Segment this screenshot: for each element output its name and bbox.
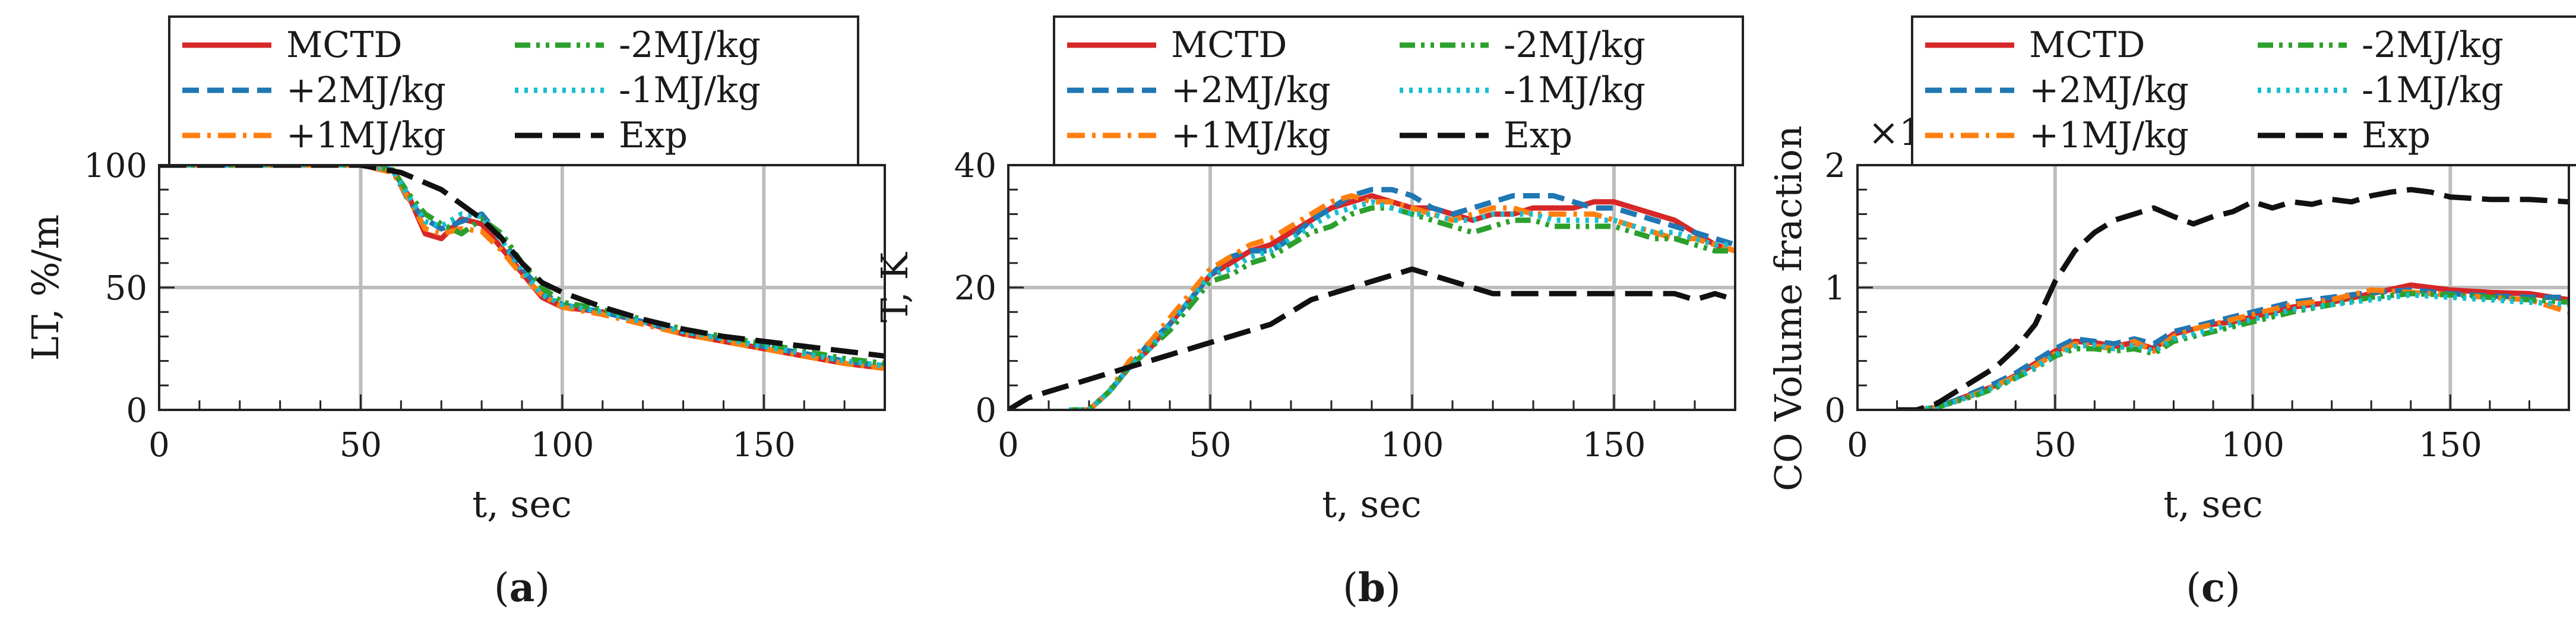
y-tick-label: 2 xyxy=(1824,147,1846,185)
legend-box xyxy=(1053,15,1744,166)
legend-label: +1MJ/kg xyxy=(1171,115,1331,156)
series-line-1mjkg xyxy=(1069,193,1735,410)
x-axis-label: t, sec xyxy=(472,482,572,526)
legend-label: -1MJ/kg xyxy=(619,70,761,111)
legend-label: +2MJ/kg xyxy=(2029,70,2189,111)
series-line-1mjkg xyxy=(1897,287,2569,410)
legend-label: MCTD xyxy=(2029,24,2145,66)
series-line-2mjkg xyxy=(1897,287,2569,410)
legend-label: +1MJ/kg xyxy=(2029,115,2189,156)
x-tick-label: 0 xyxy=(998,426,1019,465)
series-line-1mjkg xyxy=(159,165,885,369)
legend-label: -1MJ/kg xyxy=(1504,70,1645,111)
legend-box xyxy=(1911,15,2576,166)
chart-panel-1: 0 50 100 150 0 50 100 t, sec LT, %/m (a) MCTD+2MJ/… xyxy=(24,15,886,611)
x-tick-label: 50 xyxy=(2034,426,2076,465)
y-tick-label: 50 xyxy=(105,269,147,308)
series-line-1mjkg xyxy=(1069,199,1735,410)
legend-label: Exp xyxy=(2362,115,2431,156)
series-line-exp xyxy=(159,165,885,359)
legend-label: -2MJ/kg xyxy=(1504,24,1645,66)
panel-caption: (b) xyxy=(1343,564,1401,611)
legend-label: -2MJ/kg xyxy=(619,24,761,66)
x-tick-label: 100 xyxy=(2221,426,2284,465)
series-line-2mjkg xyxy=(1069,205,1735,410)
panel-caption: (c) xyxy=(2186,564,2240,611)
x-tick-label: 50 xyxy=(340,426,382,465)
x-tick-label: 0 xyxy=(148,426,170,465)
series-line-exp xyxy=(1897,187,2569,410)
series-line-1mjkg xyxy=(1897,292,2569,410)
legend-label: +2MJ/kg xyxy=(1171,70,1331,111)
series-line-2mjkg xyxy=(1069,187,1735,410)
x-tick-label: 150 xyxy=(732,426,796,465)
x-tick-label: 50 xyxy=(1189,426,1231,465)
x-axis-label: t, sec xyxy=(2163,482,2263,526)
legend-label: +1MJ/kg xyxy=(286,115,446,156)
y-tick-label: 40 xyxy=(954,147,996,185)
y-axis-label: T, K xyxy=(873,251,916,323)
series-line-exp xyxy=(1008,266,1735,410)
legend-label: Exp xyxy=(1504,115,1572,156)
legend-label: Exp xyxy=(619,115,688,156)
series-line-mctd xyxy=(1897,282,2569,410)
legend-box xyxy=(168,15,859,166)
chart-panel-2: 0 50 100 150 0 20 40 t, sec T, K (b) MCTD+2MJ/kg+1… xyxy=(873,15,1744,611)
y-tick-label: 1 xyxy=(1824,269,1846,308)
y-axis-label: LT, %/m xyxy=(24,214,67,361)
legend-label: MCTD xyxy=(286,24,402,66)
x-tick-label: 0 xyxy=(1847,426,1868,465)
y-tick-label: 100 xyxy=(84,147,147,185)
series-line-2mjkg xyxy=(1897,290,2569,410)
x-tick-label: 150 xyxy=(1583,426,1646,465)
y-tick-label: 0 xyxy=(1824,391,1846,430)
legend-label: MCTD xyxy=(1171,24,1287,66)
x-axis-label: t, sec xyxy=(1322,482,1422,526)
y-tick-label: 0 xyxy=(126,391,147,430)
legend-label: +2MJ/kg xyxy=(286,70,446,111)
y-tick-label: 0 xyxy=(975,391,996,430)
y-tick-label: 20 xyxy=(954,269,996,308)
legend-label: -1MJ/kg xyxy=(2362,70,2504,111)
x-tick-label: 150 xyxy=(2419,426,2482,465)
panel-caption: (a) xyxy=(494,564,550,611)
y-axis-label: CO Volume fraction xyxy=(1767,125,1810,491)
legend-label: -2MJ/kg xyxy=(2362,24,2504,66)
x-tick-label: 100 xyxy=(530,426,594,465)
x-tick-label: 100 xyxy=(1381,426,1444,465)
